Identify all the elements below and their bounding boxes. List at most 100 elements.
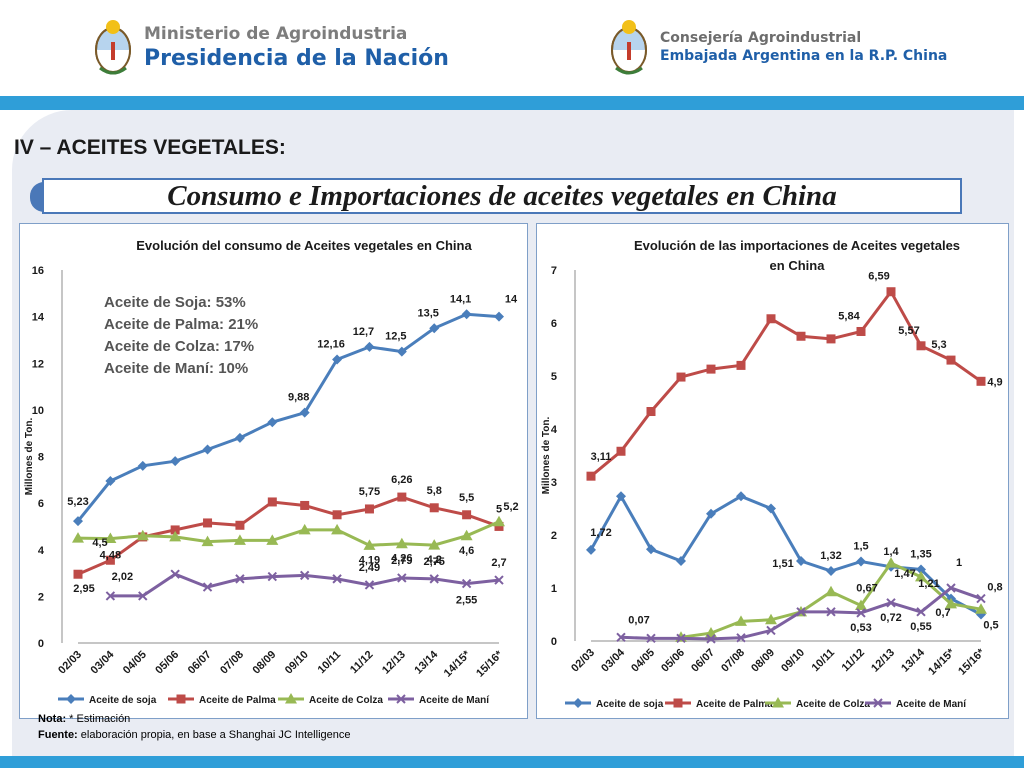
data-label: 5,75 xyxy=(359,486,380,498)
source-line: Fuente: elaboración propia, en base a Sh… xyxy=(38,729,350,741)
data-point xyxy=(796,555,806,566)
data-point xyxy=(646,633,656,644)
x-tick-label: 06/07 xyxy=(689,647,717,675)
data-label: 6,59 xyxy=(868,271,889,283)
legend-item: Aceite de Colza xyxy=(278,693,383,706)
data-point xyxy=(916,341,926,351)
data-point xyxy=(460,529,473,541)
x-tick-label: 07/08 xyxy=(218,649,246,677)
data-point xyxy=(429,503,439,513)
embajada-label: Embajada Argentina en la R.P. China xyxy=(660,48,948,64)
data-point xyxy=(363,539,376,550)
y-tick-label: 2 xyxy=(551,530,557,542)
data-label: 1,32 xyxy=(820,550,841,562)
series-1: 1,72 1,51 1,32 1,5 1,4 1,35 0,5 xyxy=(586,491,999,632)
x-tick-label: 13/14 xyxy=(899,646,928,675)
consumption-chart: Evolución del consumo de Aceites vegetal… xyxy=(19,223,528,719)
data-point xyxy=(332,510,342,520)
data-point xyxy=(856,326,866,336)
series-line xyxy=(110,572,500,598)
data-label: 4,26 xyxy=(391,553,412,565)
y-tick-label: 5 xyxy=(551,371,557,383)
x-tick-label: 02/03 xyxy=(569,647,597,675)
x-tick-label: 15/16* xyxy=(956,646,987,677)
x-tick-label: 12/13 xyxy=(380,649,408,677)
legend-item: Aceite de Maní xyxy=(865,698,967,710)
data-point xyxy=(364,504,374,514)
data-point xyxy=(397,573,407,583)
consumption-chart-svg: Evolución del consumo de Aceites vegetal… xyxy=(24,238,519,706)
data-point xyxy=(73,569,83,579)
data-point xyxy=(170,456,181,467)
x-tick-label: 13/14 xyxy=(412,648,441,677)
data-label: 13,5 xyxy=(418,307,439,319)
series-line xyxy=(77,520,500,547)
data-point xyxy=(945,597,957,609)
data-point xyxy=(855,599,867,610)
data-point xyxy=(170,525,180,535)
legend-label: Aceite de Maní xyxy=(896,699,967,710)
series-3: 4,54,48 4,19 4,26 4,2 4,6 5,2 xyxy=(72,501,519,566)
data-label: 1,5 xyxy=(853,541,868,553)
note-line: Nota: * Estimación xyxy=(38,713,130,725)
y-tick-label: 4 xyxy=(551,424,558,436)
data-label: 14,1 xyxy=(450,293,471,305)
consejeria-logo: Consejería Agroindustrial Embajada Argen… xyxy=(608,18,947,76)
data-point xyxy=(796,331,806,341)
series-line xyxy=(76,312,500,523)
share-annotation: Aceite de Soja: 53% xyxy=(104,294,246,311)
series-line xyxy=(589,493,982,616)
y-tick-label: 6 xyxy=(551,318,557,330)
data-point xyxy=(105,555,115,565)
x-tick-label: 09/10 xyxy=(779,647,807,675)
data-point xyxy=(234,432,245,443)
y-tick-label: 1 xyxy=(551,583,557,595)
banner-title: Consumo e Importaciones de aceites veget… xyxy=(167,179,837,212)
top-accent-bar xyxy=(0,96,1024,110)
chart-title: Evolución de las importaciones de Aceite… xyxy=(634,238,960,253)
y-tick-label: 0 xyxy=(551,636,557,648)
data-label: 2,55 xyxy=(456,595,477,607)
x-tick-label: 04/05 xyxy=(121,649,149,677)
data-point xyxy=(461,578,472,589)
data-point xyxy=(233,534,246,545)
data-label: 5,2 xyxy=(503,501,518,513)
data-point xyxy=(298,523,311,535)
data-point xyxy=(825,585,837,597)
data-point xyxy=(736,633,746,643)
x-tick-label: 02/03 xyxy=(56,649,84,677)
legend-swatch-marker xyxy=(573,698,583,708)
data-point xyxy=(796,607,806,617)
legend-swatch-marker xyxy=(772,697,784,708)
legend-item: Aceite de soja xyxy=(58,694,157,706)
section-title: IV – ACEITES VEGETALES: xyxy=(14,136,286,159)
series-4: 0,07 0,53 0,72 0,55 1 0,8 xyxy=(616,557,1003,644)
data-label: 14 xyxy=(505,294,518,306)
data-point xyxy=(766,314,776,324)
x-tick-label: 08/09 xyxy=(749,647,777,675)
y-tick-label: 4 xyxy=(38,545,45,557)
data-point xyxy=(826,566,836,577)
data-label: 1,51 xyxy=(772,558,793,570)
x-tick-label: 08/09 xyxy=(250,649,278,677)
data-point xyxy=(300,500,310,510)
data-point xyxy=(267,571,278,582)
data-point xyxy=(976,376,986,386)
data-point xyxy=(706,364,716,374)
data-label: 5 xyxy=(496,503,502,515)
legend-swatch-marker xyxy=(176,694,186,704)
x-tick-label: 11/12 xyxy=(840,647,868,675)
data-point xyxy=(364,341,375,352)
y-tick-label: 12 xyxy=(32,358,44,370)
data-point xyxy=(105,591,116,601)
x-tick-label: 07/08 xyxy=(719,647,747,675)
data-label: 4,6 xyxy=(459,545,474,557)
data-point xyxy=(736,491,746,502)
x-tick-label: 05/06 xyxy=(153,649,181,677)
data-point xyxy=(170,569,180,579)
legend-item: Aceite de Colza xyxy=(765,697,870,710)
y-tick-label: 6 xyxy=(38,498,44,510)
legend-swatch-marker xyxy=(873,698,883,708)
data-label: 9,88 xyxy=(288,392,309,404)
data-point xyxy=(616,491,626,502)
